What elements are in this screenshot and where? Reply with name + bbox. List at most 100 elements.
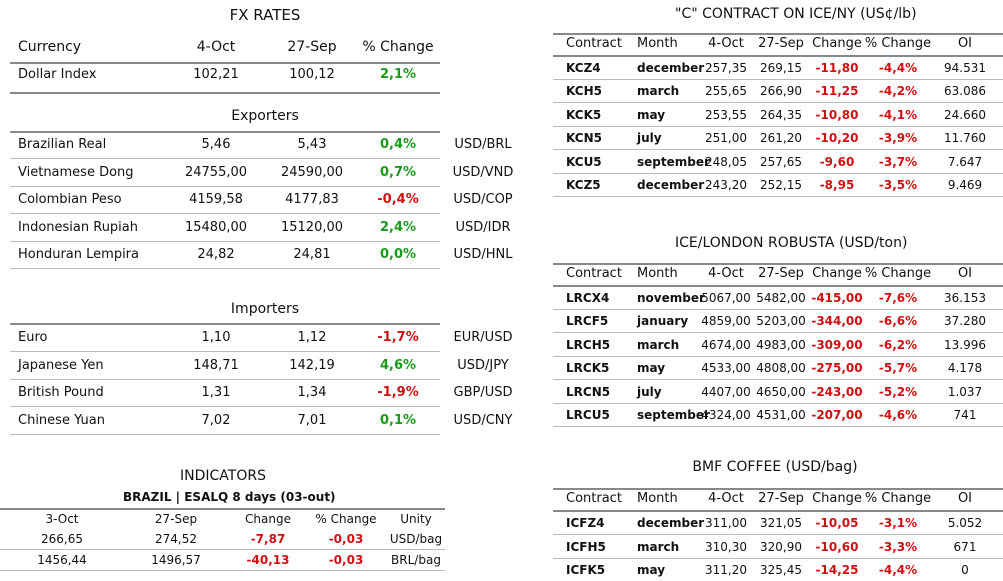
row-rule — [553, 557, 1003, 559]
cell: -309,00 — [811, 337, 863, 352]
cell: 671 — [953, 539, 977, 554]
row-rule — [10, 434, 440, 436]
cell: -11,25 — [815, 84, 859, 99]
cell: -275,00 — [811, 361, 863, 376]
cell: -1,7% — [377, 330, 419, 345]
cell: -4,2% — [878, 84, 918, 99]
cell: december — [637, 178, 705, 192]
cell: 1,10 — [201, 330, 231, 345]
row-rule — [553, 285, 1003, 287]
cell: 13.996 — [944, 337, 986, 352]
cell: 7.647 — [947, 154, 983, 169]
row-label: Japanese Yen — [18, 357, 104, 373]
cell: -40,13 — [246, 553, 290, 567]
cell: 5067,00 — [701, 291, 751, 305]
cell: december — [637, 516, 705, 530]
cell: -7,6% — [878, 291, 918, 305]
row-rule — [553, 33, 1003, 35]
cell: -344,00 — [811, 314, 863, 329]
row-rule — [10, 351, 440, 352]
cell: 264,35 — [760, 107, 802, 122]
row-label: Colombian Peso — [18, 192, 122, 207]
cell: -3,1% — [878, 516, 918, 530]
cell: 24590,00 — [280, 164, 344, 180]
cell: 266,65 — [41, 532, 83, 546]
section-title: "C" CONTRACT ON ICE/NY (US¢/lb) — [675, 6, 917, 22]
cell: 320,90 — [760, 539, 802, 554]
row-rule — [553, 332, 1003, 334]
cell: 253,55 — [705, 107, 747, 122]
cell: 311,00 — [705, 516, 747, 530]
column-header: Contract — [566, 266, 622, 281]
cell: 4859,00 — [701, 314, 751, 329]
cell: 24755,00 — [184, 164, 248, 180]
cell: march — [637, 337, 680, 352]
cell: 1,12 — [297, 330, 327, 345]
cell: september — [637, 408, 710, 422]
cell: 269,15 — [760, 61, 802, 75]
section-title: INDICATORS — [180, 468, 266, 484]
row-rule — [553, 402, 1003, 404]
cell: 2,4% — [379, 219, 417, 235]
cell: 311,20 — [705, 563, 747, 577]
cell: january — [637, 314, 689, 329]
row-label: Brazilian Real — [18, 137, 107, 152]
column-header: Change — [245, 512, 291, 526]
row-rule — [10, 185, 440, 187]
column-header: OI — [957, 36, 973, 51]
cell: -6,6% — [878, 314, 918, 329]
row-rule — [10, 131, 440, 133]
column-header: 27-Sep — [758, 36, 804, 51]
cell: 4.178 — [947, 361, 983, 376]
cell: may — [637, 361, 666, 376]
row-rule — [553, 263, 1003, 265]
column-header: 3-Oct — [45, 512, 79, 526]
cell: 4159,58 — [189, 192, 243, 207]
cell: 102,21 — [193, 67, 239, 82]
column-header: 27-Sep — [758, 491, 804, 506]
cell: -7,87 — [250, 532, 286, 546]
cell: -3,9% — [878, 131, 918, 146]
cell: -1,9% — [377, 385, 419, 401]
row-rule — [10, 323, 440, 325]
row-rule — [0, 570, 445, 571]
cell: 274,52 — [155, 532, 197, 546]
row-rule — [10, 213, 440, 214]
column-header: Contract — [566, 36, 622, 51]
cell: 251,00 — [705, 131, 747, 146]
cell: -10,60 — [815, 539, 859, 554]
cell: -14,25 — [815, 563, 859, 577]
column-header: Month — [637, 36, 678, 51]
cell: KCN5 — [566, 131, 602, 146]
cell: 4650,00 — [756, 384, 806, 399]
cell: BRL/bag — [391, 553, 441, 567]
cell: march — [637, 84, 680, 99]
cell: KCU5 — [566, 154, 602, 169]
cell: 741 — [953, 408, 977, 422]
cell: -0,03 — [328, 553, 364, 567]
cell: 325,45 — [760, 563, 802, 577]
row-label: British Pound — [18, 385, 104, 401]
cell: 5,46 — [201, 137, 231, 152]
cell: USD/JPY — [457, 357, 509, 373]
row-rule — [553, 102, 1003, 104]
row-rule — [553, 79, 1003, 80]
cell: 4674,00 — [701, 337, 751, 352]
column-header: 27-Sep — [758, 266, 804, 281]
cell: LRCN5 — [566, 384, 611, 399]
column-header: 27-Sep — [287, 39, 337, 55]
cell: 1,31 — [201, 385, 231, 401]
row-rule — [553, 149, 1003, 151]
row-rule — [553, 379, 1003, 381]
cell: march — [637, 539, 680, 554]
cell: 63.086 — [944, 84, 986, 99]
column-header: Month — [637, 491, 678, 506]
cell: 321,05 — [760, 516, 802, 530]
cell: 257,35 — [705, 61, 747, 75]
cell: november — [637, 291, 705, 305]
row-rule — [553, 510, 1003, 512]
cell: LRCF5 — [566, 314, 609, 329]
cell: 4808,00 — [756, 361, 806, 376]
cell: 5,43 — [297, 137, 327, 152]
column-header: Contract — [566, 491, 622, 506]
